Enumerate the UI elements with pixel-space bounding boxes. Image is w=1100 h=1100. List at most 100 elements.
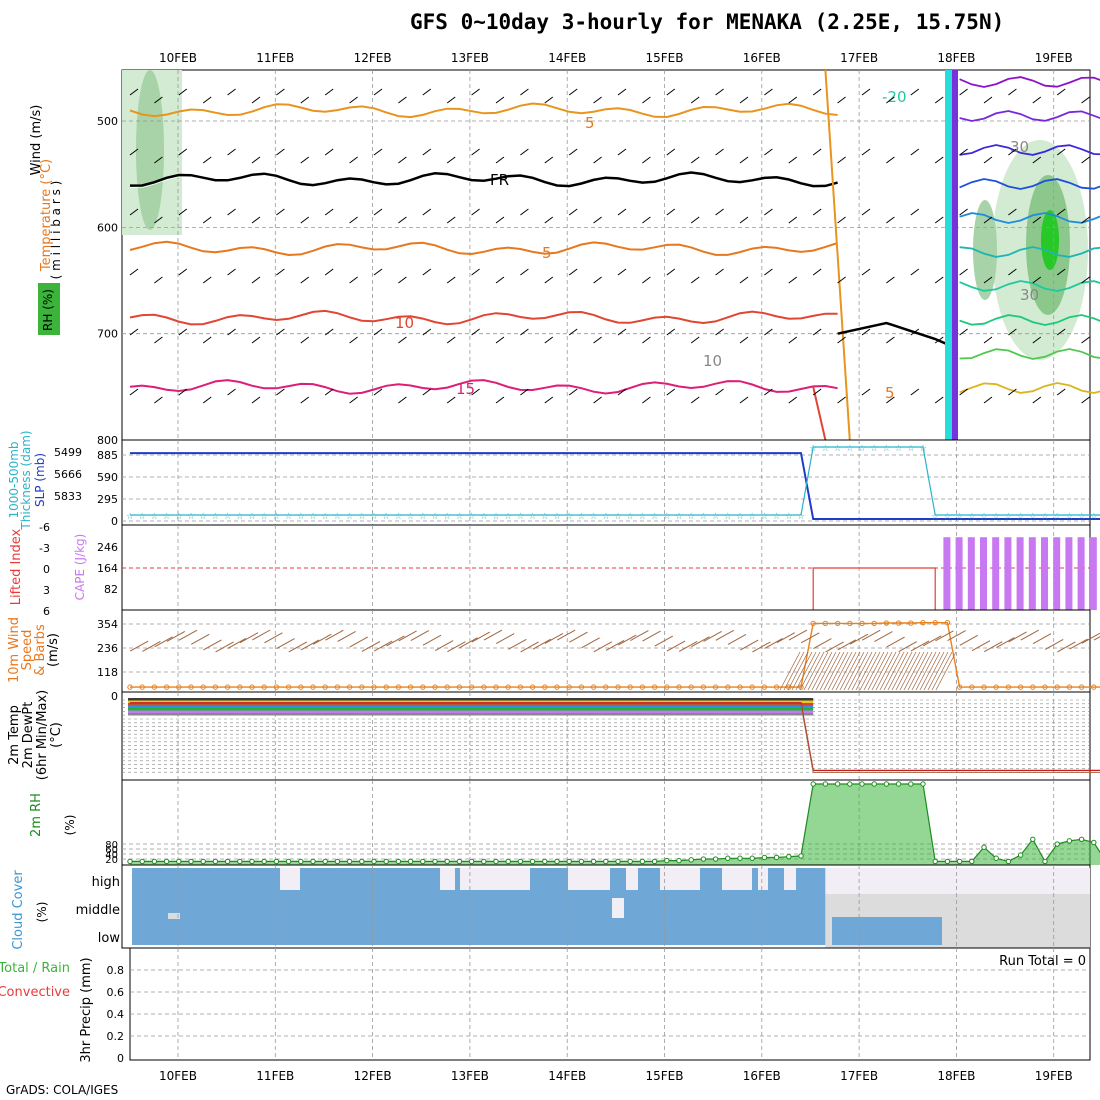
wind-speed-marker [847,620,853,627]
wind-barb [642,336,651,344]
x-tick-bottom: 17FEB [840,1069,878,1083]
wind-speed-marker [1091,684,1097,690]
y-axis-label: (°C) [49,722,64,748]
y-axis-label: Thickness (dam) [19,430,33,530]
wind-barb [471,388,480,396]
wind-barb-10m [863,651,885,691]
temp-band [128,710,814,713]
wind-barb-10m [410,630,430,642]
wind-speed-marker [151,684,158,690]
rh-marker [712,856,719,862]
thickness-marker: ☆ [199,512,207,522]
wind-barb [837,216,846,224]
wind-barb [617,148,627,156]
wind-barb [568,268,578,276]
wind-barb [495,336,505,344]
thickness-marker: ☆ [504,512,512,522]
wind-barb-10m [508,638,527,650]
wind-barb [593,216,602,224]
contour-label: 10 [395,314,414,332]
wind-barb-10m [764,637,783,649]
contour-label: 30 [1010,138,1029,156]
wind-barb [568,208,578,216]
wind-barb-10m [813,638,832,650]
thickness-marker: ☆ [1041,512,1049,522]
wind-barb-10m [471,631,491,643]
wind-barb-10m [898,641,918,652]
wind-barb [1032,276,1042,284]
wind-barb-10m [654,635,674,647]
y-axis-label: (%) [63,815,77,836]
wind-barb-10m [959,634,979,646]
rh-marker [871,781,877,787]
rh-marker [176,858,182,865]
wind-speed-marker [517,684,524,690]
temp-band [128,698,814,701]
thickness-marker: ☆ [980,512,988,522]
wind-barb-10m [300,639,320,651]
wind-barb [1056,328,1066,336]
rh-marker [444,858,450,865]
wind-barb [861,328,871,336]
wind-speed-marker [1066,684,1073,690]
rh-marker [895,781,902,787]
wind-barb [934,156,944,164]
wind-barb-10m [386,635,405,647]
wind-barb [544,156,554,164]
thickness-marker: ☆ [895,444,903,454]
wind-barb-10m [337,631,356,642]
rh-marker [737,855,743,861]
wind-barb [520,88,529,96]
wind-barb [983,216,993,224]
wind-barb [349,96,358,104]
rh-marker [1042,858,1048,865]
wind-barb [520,208,529,216]
wind-speed-marker [908,620,914,626]
wind-speed-marker [932,619,938,626]
wind-barb [715,388,724,396]
wind-barb-10m [1093,636,1100,641]
contour-label: 5 [585,114,595,132]
thickness-marker: ☆ [224,512,232,522]
wind-barb-10m [276,638,295,649]
wind-speed-marker [615,684,621,690]
wind-barb [715,328,724,336]
wind-barb-10m [642,630,661,642]
rh-marker [688,857,694,863]
wind-barb [788,156,798,164]
thickness-line [130,446,1100,516]
wind-speed-marker [712,684,719,690]
wind-barb [129,388,139,396]
wind-barb [446,216,456,224]
x-tick-bottom: 12FEB [354,1069,392,1083]
y-axis-label: Convective [0,985,70,1000]
y-axis-label: (m/s) [46,633,61,667]
wind-barb-10m [154,636,173,648]
wind-barb-10m [911,651,933,691]
wind-barb [446,276,456,284]
wind-barb [690,216,700,224]
wind-barb [398,156,407,164]
wind-barb [812,268,822,276]
thickness-marker: ☆ [846,444,854,454]
wind-barb [812,388,822,396]
wind-speed-marker [249,684,255,690]
wind-barb-10m [190,633,210,645]
thickness-marker: ☆ [602,512,610,522]
wind-barb [398,396,407,404]
wind-barb [178,328,188,336]
rh-shade [973,200,997,300]
wind-barb [593,96,602,104]
wind-barb [154,396,163,404]
wind-barb-10m [859,651,881,691]
thickness-marker: ☆ [992,512,1000,522]
wind-barb [617,328,627,336]
wind-barb [276,88,285,96]
thickness-marker: ☆ [346,512,354,522]
wind-barb [983,396,993,404]
wind-speed-marker [798,684,804,690]
wind-barb [1008,388,1017,396]
thickness-marker: ☆ [394,512,402,522]
wind-barb-10m [739,639,759,651]
